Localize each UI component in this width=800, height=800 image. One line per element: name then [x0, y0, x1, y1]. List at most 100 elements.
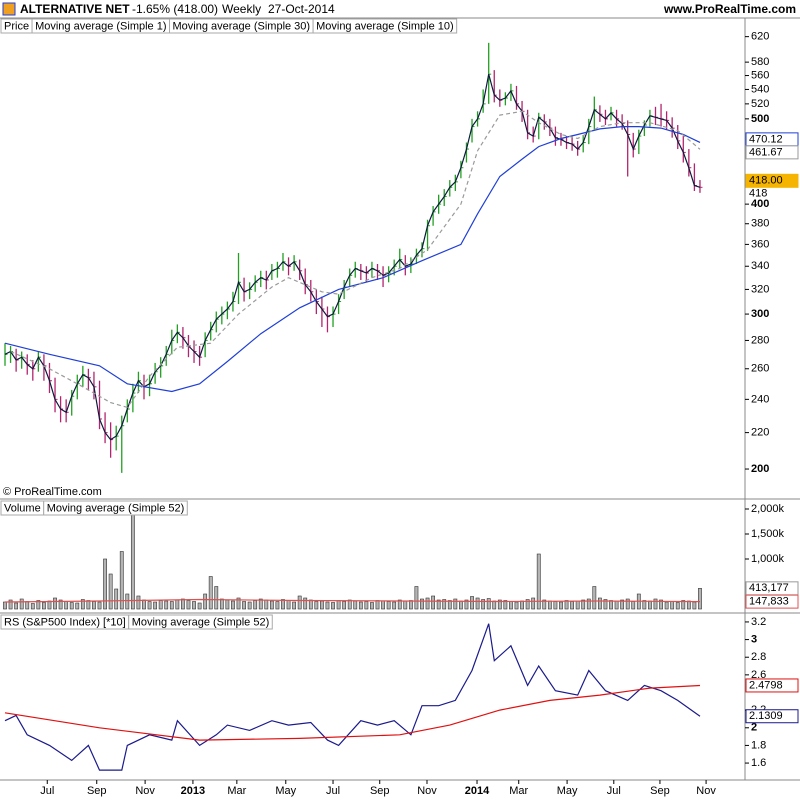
volume-bar	[581, 599, 586, 610]
volume-bar	[114, 588, 119, 610]
y-tick-label: 2.8	[751, 651, 766, 663]
y-tick-label: 200	[751, 463, 769, 475]
volume-bar	[208, 576, 213, 610]
volume-bar	[331, 602, 335, 610]
y-tick-label: 340	[751, 260, 769, 272]
y-tick-label: 560	[751, 69, 769, 81]
y-tick-label: 620	[751, 31, 769, 43]
y-tick-label: 1,500k	[751, 528, 785, 540]
volume-bar	[186, 600, 191, 610]
volume-bar	[653, 598, 658, 610]
volume-bar	[8, 599, 13, 610]
volume-bar	[542, 599, 547, 610]
volume-bar	[42, 602, 46, 610]
y-tick-label: 2	[751, 722, 757, 734]
volume-bar	[475, 597, 480, 610]
copyright: © ProRealTime.com	[3, 486, 102, 498]
legend-entry: Moving average (Simple 10)	[316, 20, 454, 32]
volume-bar	[559, 601, 563, 610]
volume-bar	[664, 601, 669, 610]
volume-bar	[192, 601, 196, 610]
volume-bar	[470, 596, 474, 610]
volume-bar	[347, 599, 352, 610]
volume-bar	[648, 600, 652, 610]
y-tick-label: 380	[751, 218, 769, 230]
volume-bar	[80, 599, 85, 610]
x-tick-label: Mar	[509, 785, 528, 797]
volume-bar	[97, 601, 102, 610]
volume-bar	[292, 601, 297, 610]
volume-bar	[14, 602, 19, 610]
volume-bar	[670, 601, 675, 610]
last-value-label: 147,833	[749, 596, 789, 608]
x-tick-label: Mar	[227, 785, 246, 797]
volume-bar	[592, 586, 597, 610]
last-value-label: 418	[749, 188, 767, 200]
volume-bar	[3, 601, 7, 610]
volume-bar	[681, 600, 686, 610]
volume-bar	[136, 595, 141, 610]
volume-bar	[481, 599, 486, 610]
volume-bar	[414, 586, 419, 610]
x-tick-label: Jul	[326, 785, 340, 797]
volume-bar	[153, 601, 158, 610]
legend-entry: Moving average (Simple 30)	[173, 20, 311, 32]
volume-bar	[86, 600, 91, 610]
volume-bar	[219, 598, 224, 610]
y-tick-label: 1,000k	[751, 553, 785, 565]
volume-bar	[214, 586, 219, 610]
legend-cell	[312, 18, 458, 34]
volume-bar	[19, 598, 24, 610]
y-tick-label: 320	[751, 283, 769, 295]
last-value-box	[745, 594, 799, 609]
volume-bar	[642, 600, 647, 610]
y-tick-label: 240	[751, 393, 769, 405]
volume-bar	[336, 600, 341, 610]
volume-bar	[358, 601, 363, 610]
volume-bar	[308, 599, 313, 610]
volume-bar	[175, 599, 180, 610]
y-tick-label: 300	[751, 308, 769, 320]
y-tick-label: 2.6	[751, 669, 766, 681]
legend-entry: Price	[4, 20, 29, 32]
last-value-box	[745, 678, 799, 693]
source: www.ProRealTime.com	[663, 2, 796, 16]
volume-bar	[264, 599, 269, 610]
volume-bar	[614, 600, 619, 610]
volume-bar	[564, 600, 569, 610]
volume-bar	[692, 601, 697, 610]
x-tick-label: Nov	[696, 785, 716, 797]
volume-bar	[553, 601, 558, 610]
volume-bar	[675, 602, 680, 610]
series-line	[4, 623, 701, 771]
volume-bar	[659, 599, 663, 610]
volume-bar	[531, 597, 536, 610]
volume-bar	[325, 601, 330, 610]
x-tick-label: Nov	[417, 785, 437, 797]
volume-bar	[181, 598, 185, 610]
volume-bar	[236, 597, 241, 610]
volume-bar	[169, 601, 174, 610]
legend-entry: RS (S&P500 Index) [*10]	[4, 616, 126, 628]
volume-bar	[119, 551, 124, 610]
series-line	[4, 684, 701, 741]
last-value-label: 418.00	[749, 175, 783, 187]
volume-bar	[75, 602, 80, 610]
volume-bar	[698, 588, 702, 610]
volume-bar	[142, 599, 146, 610]
x-tick-label: Sep	[650, 785, 670, 797]
y-tick-label: 520	[751, 98, 769, 110]
volume-bar	[509, 601, 513, 610]
volume-bar	[425, 597, 430, 610]
volume-bar	[408, 600, 413, 610]
volume-bar	[525, 599, 530, 610]
x-tick-label: May	[275, 785, 296, 797]
volume-bar	[686, 600, 691, 610]
legend-cell	[43, 500, 188, 516]
volume-bar	[203, 593, 208, 610]
x-tick-label: Jul	[40, 785, 54, 797]
volume-bar	[547, 600, 552, 610]
x-tick-label: Sep	[370, 785, 390, 797]
